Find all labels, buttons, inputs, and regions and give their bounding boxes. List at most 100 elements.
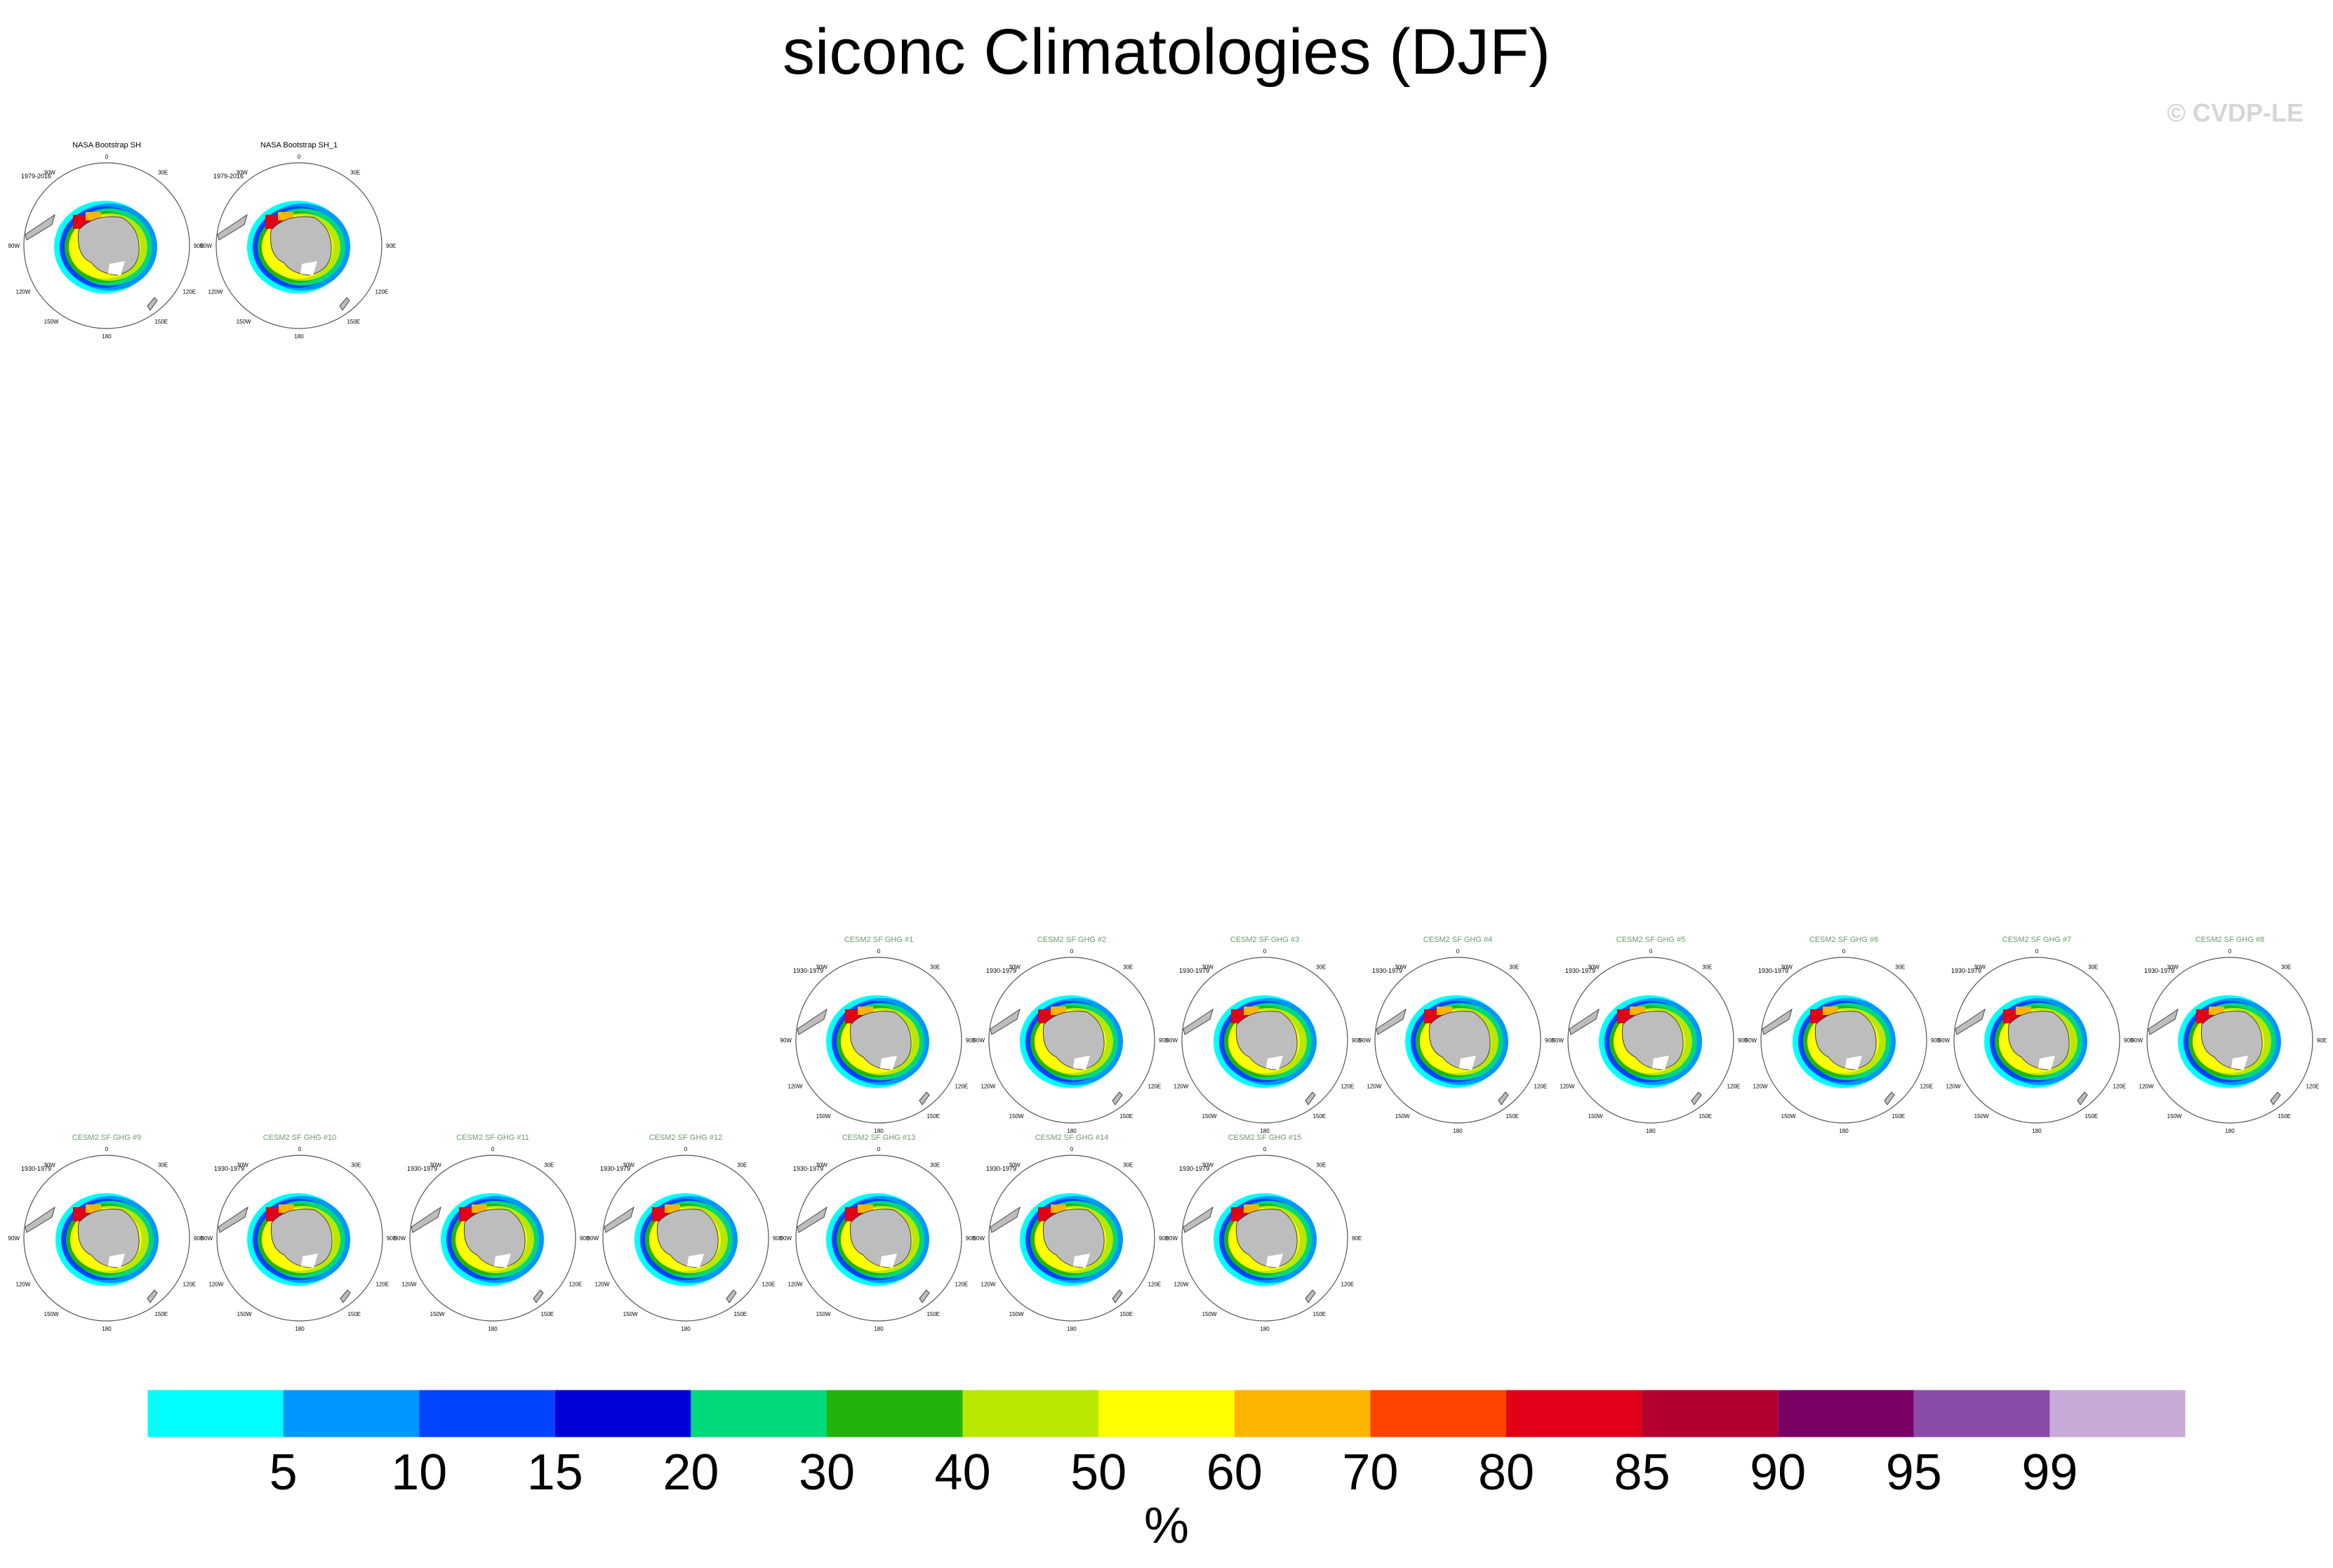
longitude-label: 150E <box>347 319 360 325</box>
longitude-label: 120E <box>183 1281 197 1287</box>
panel-title: CESM2 SF GHG #3 <box>1230 936 1299 944</box>
longitude-label: 120E <box>955 1281 969 1287</box>
longitude-label: 90W <box>201 1235 213 1242</box>
longitude-label: 150W <box>1009 1311 1024 1317</box>
longitude-label: 120E <box>762 1281 776 1287</box>
longitude-label: 150E <box>154 1311 168 1317</box>
colorbar-segment <box>1506 1390 1642 1437</box>
longitude-label: 90W <box>201 243 213 249</box>
longitude-label: 0 <box>1070 1146 1074 1152</box>
panel-period: 1930-1979 <box>21 1165 51 1172</box>
colorbar-tick-label: 10 <box>391 1444 447 1501</box>
longitude-label: 30E <box>350 170 360 176</box>
new-zealand-landmass <box>2270 1091 2281 1105</box>
ice-shelf <box>1266 1056 1283 1070</box>
longitude-label: 30E <box>930 964 940 971</box>
south-america-landmass <box>1762 1008 1793 1035</box>
colorbar-segment <box>827 1390 963 1437</box>
longitude-label: 30E <box>2281 964 2291 971</box>
longitude-label: 150E <box>154 319 168 325</box>
longitude-label: 30E <box>1123 964 1133 971</box>
longitude-label: 150W <box>1202 1311 1217 1317</box>
ensemble-panel: CESM2 SF GHG #10 1930-1979 0 180 90W 90E 30W 30… <box>201 1134 397 1332</box>
colorbar-tick-label: 99 <box>2021 1444 2078 1501</box>
panel-period: 1930-1979 <box>1951 967 1981 974</box>
ensemble-panel: CESM2 SF GHG #6 1930-1979 0 180 90W 90E 30W 30E… <box>1746 936 1941 1134</box>
south-america-landmass <box>25 213 55 241</box>
longitude-label: 150W <box>44 319 59 325</box>
panel-title: NASA Bootstrap SH_1 <box>260 141 338 150</box>
longitude-label: 120E <box>1920 1083 1934 1089</box>
colorbar-segment <box>554 1390 691 1437</box>
longitude-label: 30E <box>1509 964 1519 971</box>
antarctica-landmass <box>77 216 140 276</box>
panel-title: CESM2 SF GHG #7 <box>2002 936 2071 944</box>
longitude-label: 180 <box>1067 1326 1077 1332</box>
antarctica-landmass <box>849 1209 912 1268</box>
colorbar-tick-label: 50 <box>1070 1444 1126 1501</box>
longitude-label: 180 <box>874 1326 884 1332</box>
panel-period: 1930-1979 <box>600 1165 630 1172</box>
ice-shelf <box>1845 1056 1862 1070</box>
ice-shelf <box>880 1254 897 1268</box>
longitude-label: 90E <box>966 1235 976 1242</box>
longitude-label: 150W <box>1588 1113 1603 1119</box>
colorbar-tick-label: 15 <box>527 1444 583 1501</box>
antarctica-landmass <box>270 216 332 276</box>
ensemble-panel: CESM2 SF GHG #8 1930-1979 0 180 90W 90E 30W 30E… <box>2132 936 2327 1134</box>
new-zealand-landmass <box>1112 1289 1123 1303</box>
panel-title: CESM2 SF GHG #13 <box>842 1134 916 1142</box>
longitude-label: 120E <box>1341 1281 1355 1287</box>
longitude-label: 120E <box>375 288 389 295</box>
longitude-label: 90E <box>1159 1037 1169 1044</box>
longitude-label: 120E <box>569 1281 583 1287</box>
longitude-label: 30W <box>1202 964 1214 971</box>
panel-period: 1930-1979 <box>986 967 1016 974</box>
longitude-label: 0 <box>877 1146 881 1152</box>
ice-shelf <box>1073 1254 1090 1268</box>
ensemble-panel: CESM2 SF GHG #12 1930-1979 0 180 90W 90E 30W 30… <box>587 1134 783 1332</box>
colorbar-tick-label: 40 <box>935 1444 991 1501</box>
longitude-label: 150E <box>347 1311 361 1317</box>
longitude-label: 180 <box>1260 1326 1270 1332</box>
longitude-label: 150E <box>733 1311 747 1317</box>
new-zealand-landmass <box>533 1289 544 1303</box>
longitude-label: 120E <box>955 1083 969 1089</box>
new-zealand-landmass <box>340 1289 351 1303</box>
ensemble-panel: CESM2 SF GHG #7 1930-1979 0 180 90W 90E 30W 30E… <box>1939 936 2134 1134</box>
colorbar-segment <box>2049 1390 2186 1437</box>
ensemble-panel: CESM2 SF GHG #2 1930-1979 0 180 90W 90E 30W 30E… <box>973 936 1169 1134</box>
longitude-label: 120W <box>209 1281 224 1287</box>
longitude-label: 180 <box>2225 1128 2235 1134</box>
panel-period: 1930-1979 <box>1179 967 1209 974</box>
south-america-landmass <box>217 213 248 241</box>
colorbar-tick-label: 90 <box>1750 1444 1806 1501</box>
longitude-label: 120E <box>2113 1083 2127 1089</box>
longitude-label: 0 <box>1263 1146 1267 1152</box>
ice-shelf <box>108 261 125 275</box>
panel-title: CESM2 SF GHG #4 <box>1423 936 1492 944</box>
longitude-label: 90W <box>1166 1037 1178 1044</box>
new-zealand-landmass <box>147 297 158 311</box>
colorbar-tick-label: 70 <box>1342 1444 1398 1501</box>
ensemble-panel: CESM2 SF GHG #3 1930-1979 0 180 90W 90E 30W 30E… <box>1166 936 1362 1134</box>
longitude-label: 0 <box>1070 948 1074 955</box>
panel-period: 1930-1979 <box>2144 967 2174 974</box>
south-america-landmass <box>1569 1008 1600 1035</box>
longitude-label: 30W <box>237 1162 248 1169</box>
longitude-label: 30E <box>1702 964 1712 971</box>
longitude-label: 150W <box>816 1311 831 1317</box>
antarctica-landmass <box>2200 1011 2263 1070</box>
colorbar-unit-label: % <box>1144 1498 1189 1554</box>
antarctica-landmass <box>1814 1011 1877 1070</box>
longitude-label: 150W <box>1009 1113 1024 1119</box>
longitude-label: 150W <box>816 1113 831 1119</box>
longitude-label: 150E <box>2085 1113 2098 1119</box>
longitude-label: 30E <box>737 1162 747 1169</box>
new-zealand-landmass <box>1305 1091 1316 1105</box>
longitude-label: 30E <box>158 170 168 176</box>
colorbar-segment <box>691 1390 827 1437</box>
colorbar-segment <box>1778 1390 1914 1437</box>
longitude-label: 90E <box>1352 1235 1362 1242</box>
